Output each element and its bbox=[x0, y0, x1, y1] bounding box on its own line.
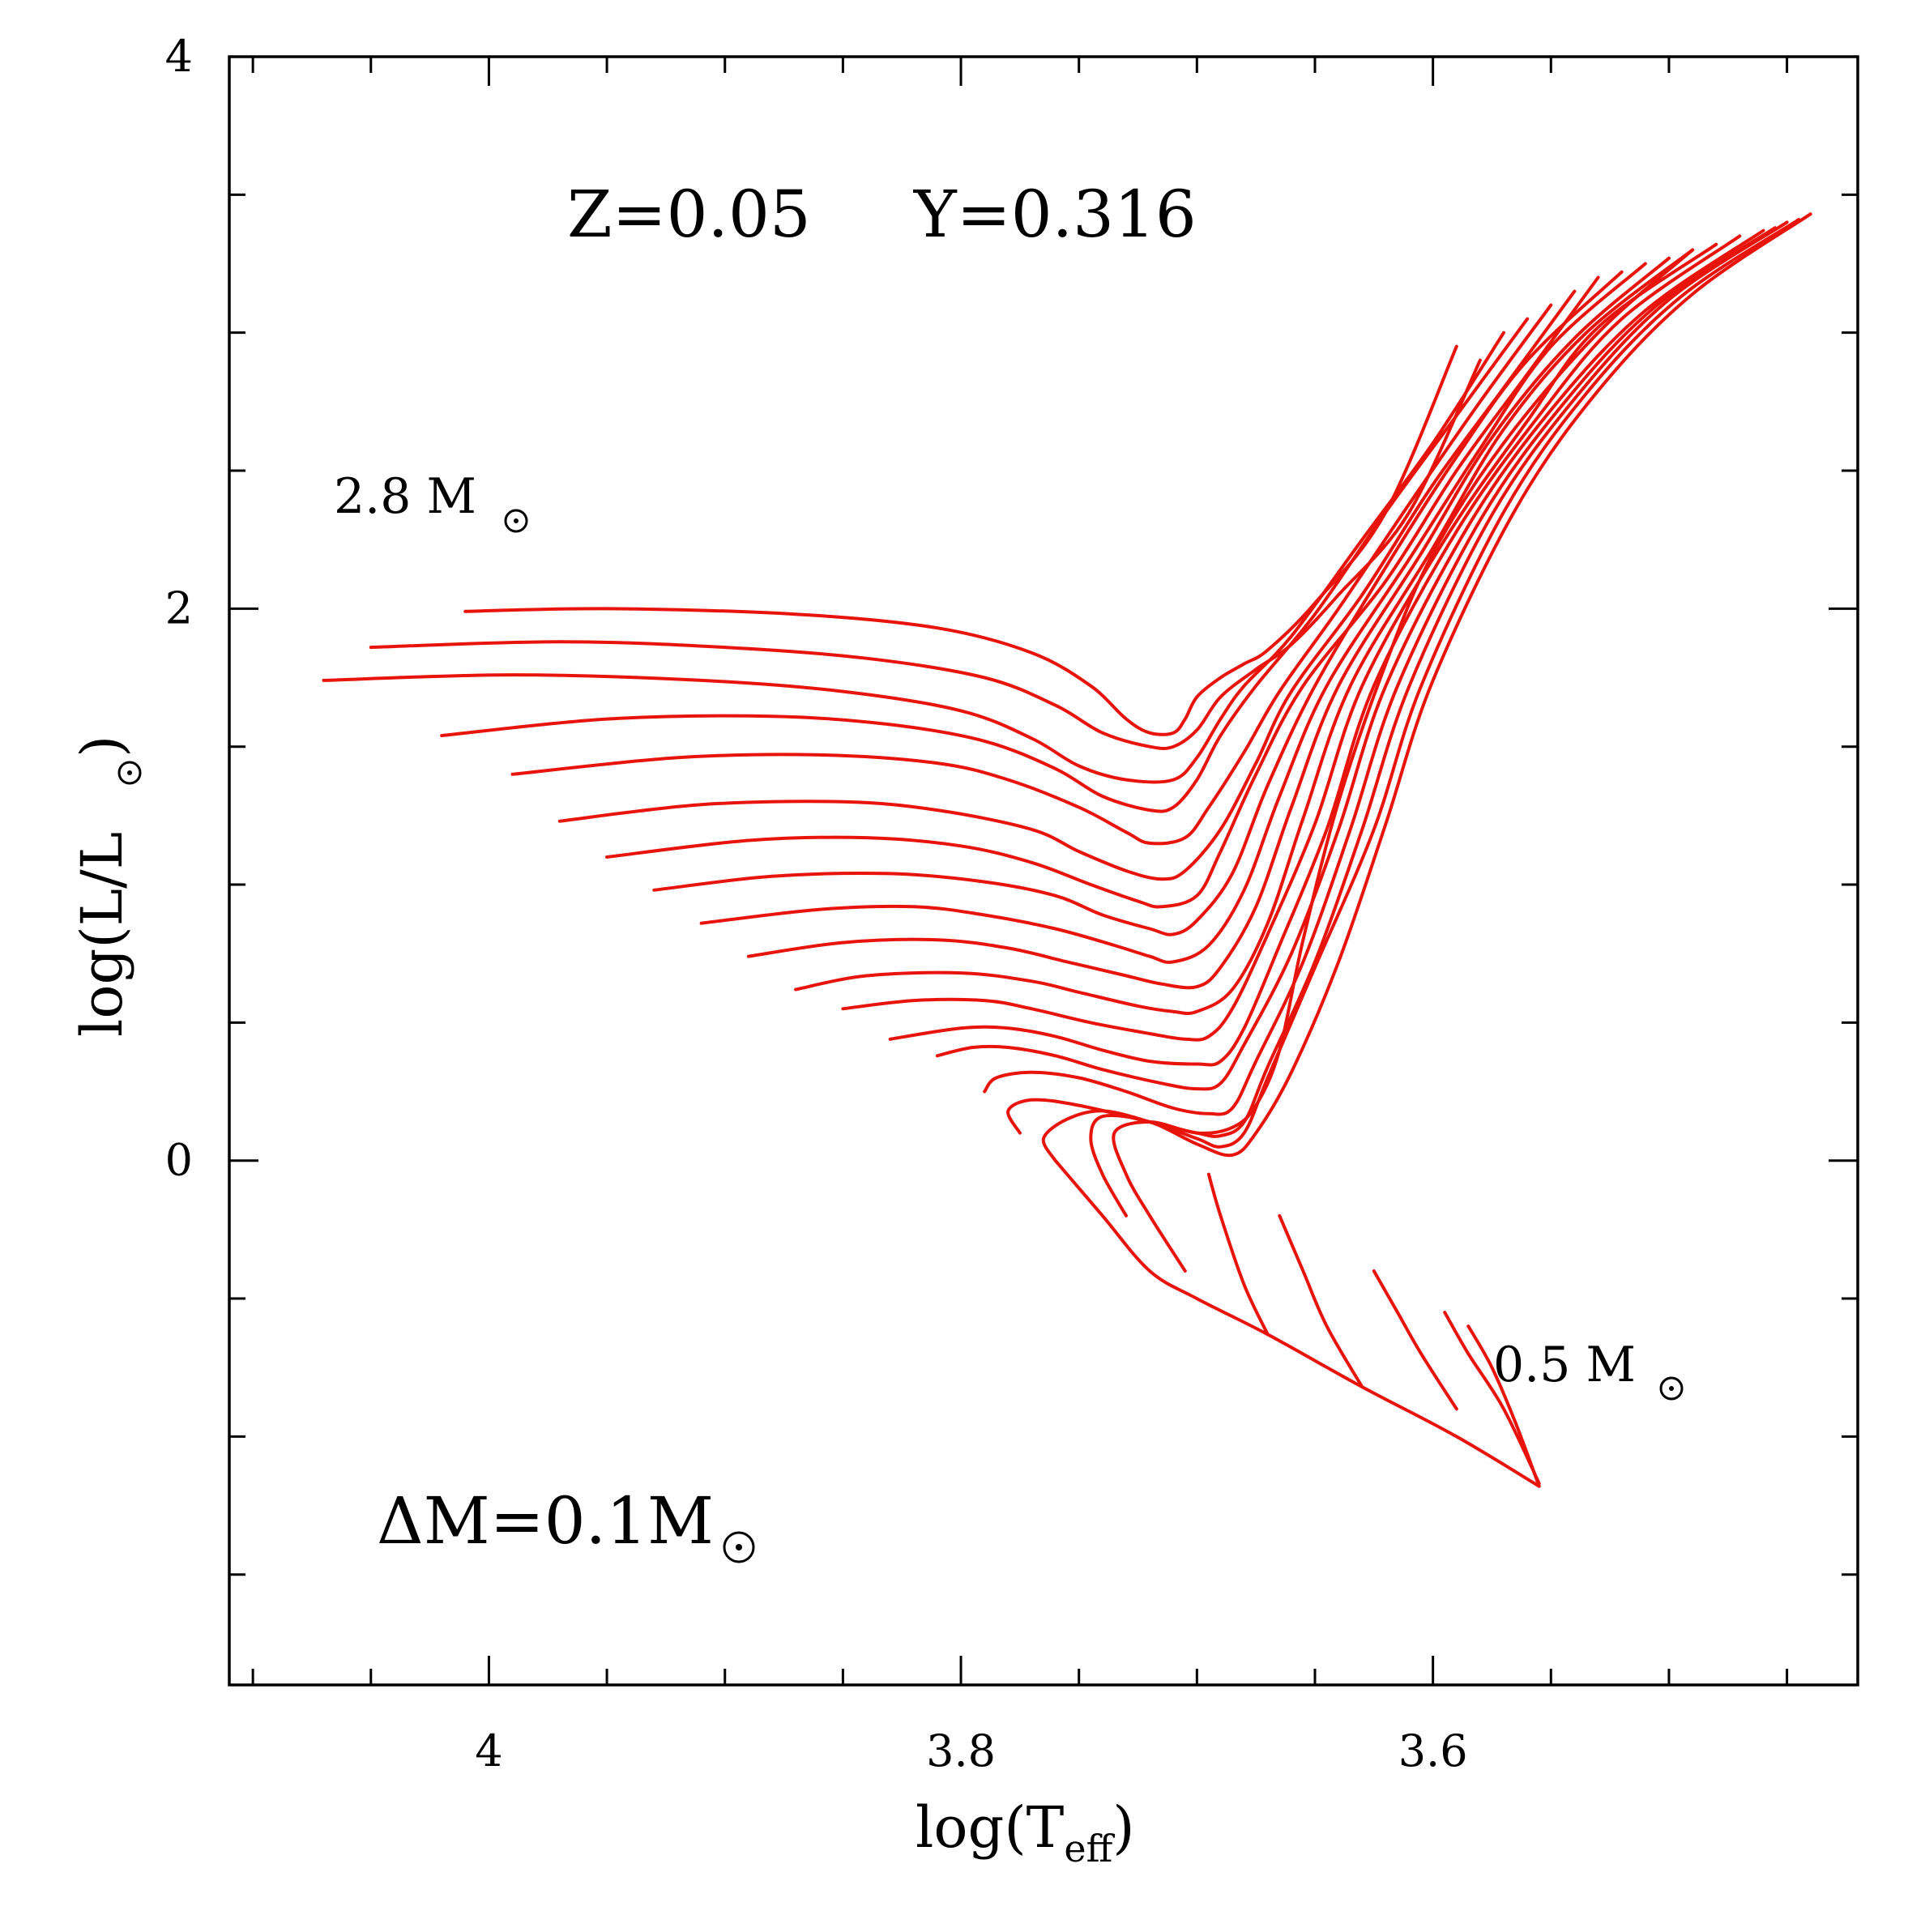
track-line bbox=[1112, 248, 1695, 1273]
y-axis-sun-icon bbox=[117, 761, 142, 785]
x-tick-label: 4 bbox=[475, 1725, 502, 1776]
x-tick-label: 3.6 bbox=[1398, 1725, 1468, 1776]
composition-label: Z=0.05 Y=0.316 bbox=[567, 177, 1197, 252]
track-line bbox=[1089, 212, 1812, 1218]
plot-frame bbox=[228, 55, 1859, 1687]
y-axis-label-main: log(L/L bbox=[69, 832, 135, 1037]
track-line bbox=[557, 289, 1577, 881]
track-line bbox=[1006, 220, 1789, 1138]
track-line bbox=[1278, 1213, 1364, 1389]
track-line bbox=[699, 262, 1647, 964]
track-line bbox=[888, 234, 1742, 1067]
track-line bbox=[440, 317, 1530, 813]
y-tick-label: 4 bbox=[165, 31, 193, 82]
top-mass-label: 2.8 M bbox=[334, 468, 476, 525]
bottom-mass-label: 0.5 M bbox=[1493, 1337, 1636, 1393]
track-line bbox=[841, 242, 1718, 1042]
sun-icon bbox=[504, 509, 528, 533]
y-axis-label-close: ) bbox=[69, 736, 135, 757]
track-line bbox=[1206, 1172, 1270, 1337]
track-line bbox=[510, 303, 1553, 846]
track-line bbox=[1372, 1269, 1458, 1411]
track-line bbox=[935, 228, 1765, 1091]
axis-tick-labels: 4 3.8 3.6 4 2 0 bbox=[165, 31, 1468, 1776]
x-axis-label-close: ) bbox=[1112, 1794, 1134, 1861]
track-line bbox=[652, 270, 1624, 936]
track-line bbox=[1466, 1324, 1541, 1488]
track-line bbox=[794, 248, 1695, 1016]
x-axis-label: log(Teff) bbox=[916, 1794, 1135, 1870]
track-line bbox=[1041, 218, 1801, 1162]
track-line bbox=[322, 331, 1505, 784]
sun-icon bbox=[1659, 1376, 1684, 1401]
track-line bbox=[369, 358, 1482, 751]
y-axis-label-group: log(L/L ) bbox=[69, 736, 142, 1037]
track-line bbox=[605, 275, 1600, 909]
track-line bbox=[746, 256, 1671, 990]
x-axis-label-sub: eff bbox=[1064, 1827, 1115, 1870]
mass-step-label: ΔM=0.1M bbox=[377, 1483, 714, 1559]
axis-ticks bbox=[229, 55, 1858, 1685]
y-axis-label: log(L/L bbox=[69, 832, 135, 1037]
y-tick-label: 0 bbox=[165, 1135, 193, 1186]
sun-icon bbox=[723, 1531, 755, 1563]
track-line bbox=[1053, 1158, 1541, 1488]
y-tick-label: 2 bbox=[165, 582, 193, 633]
track-line bbox=[983, 226, 1777, 1116]
track-line bbox=[463, 344, 1458, 736]
evolutionary-tracks bbox=[322, 212, 1812, 1488]
x-tick-label: 3.8 bbox=[926, 1725, 996, 1776]
x-axis-label-main: log(T bbox=[916, 1794, 1064, 1861]
